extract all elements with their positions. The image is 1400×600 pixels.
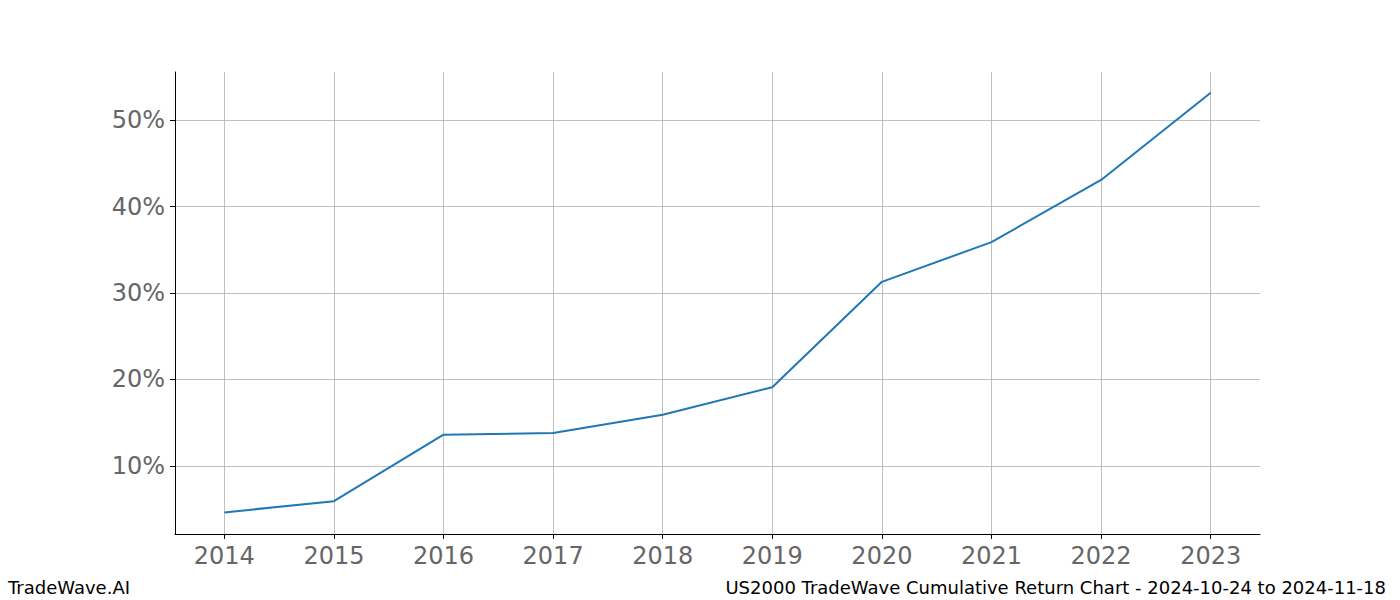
svg-text:2019: 2019 (742, 542, 803, 570)
svg-text:20%: 20% (112, 365, 165, 393)
svg-text:50%: 50% (112, 106, 165, 134)
svg-text:2021: 2021 (961, 542, 1022, 570)
svg-text:2020: 2020 (851, 542, 912, 570)
svg-text:10%: 10% (112, 452, 165, 480)
svg-text:2017: 2017 (523, 542, 584, 570)
svg-text:30%: 30% (112, 279, 165, 307)
svg-text:2015: 2015 (303, 542, 364, 570)
svg-text:TradeWave.AI: TradeWave.AI (7, 577, 130, 598)
svg-text:40%: 40% (112, 193, 165, 221)
svg-text:2016: 2016 (413, 542, 474, 570)
svg-text:2023: 2023 (1180, 542, 1241, 570)
svg-text:2022: 2022 (1071, 542, 1132, 570)
svg-text:US2000 TradeWave Cumulative Re: US2000 TradeWave Cumulative Return Chart… (725, 577, 1386, 598)
svg-text:2014: 2014 (194, 542, 255, 570)
svg-text:2018: 2018 (632, 542, 693, 570)
